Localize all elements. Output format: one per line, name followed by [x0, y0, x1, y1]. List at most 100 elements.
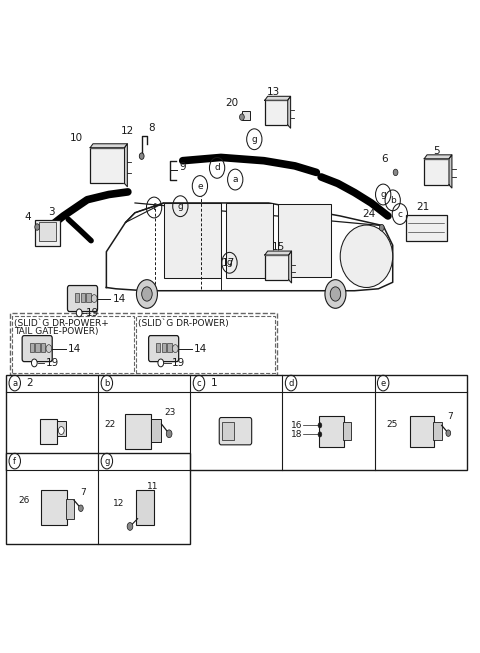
Text: 20: 20 — [226, 98, 239, 108]
Circle shape — [59, 426, 64, 434]
Circle shape — [393, 169, 398, 176]
Text: 4: 4 — [24, 212, 31, 223]
Text: d: d — [214, 163, 220, 172]
Text: 25: 25 — [386, 419, 398, 428]
FancyBboxPatch shape — [68, 285, 97, 311]
FancyBboxPatch shape — [219, 417, 252, 445]
Bar — [6, 375, 467, 470]
Text: 19: 19 — [172, 358, 185, 368]
Circle shape — [446, 430, 451, 436]
Bar — [278, 204, 331, 277]
Text: 1: 1 — [211, 378, 217, 388]
Circle shape — [240, 114, 244, 120]
FancyBboxPatch shape — [22, 336, 52, 362]
Bar — [226, 203, 274, 278]
Bar — [41, 343, 45, 352]
Bar — [30, 343, 34, 352]
Text: e: e — [381, 379, 386, 388]
Bar — [75, 293, 79, 302]
Text: 8: 8 — [148, 123, 155, 133]
Text: 14: 14 — [113, 294, 126, 304]
Polygon shape — [288, 251, 291, 283]
Bar — [265, 100, 288, 125]
Bar — [90, 148, 124, 183]
Polygon shape — [424, 155, 452, 159]
Bar — [40, 419, 57, 443]
Text: 7: 7 — [447, 412, 453, 421]
Text: a: a — [232, 175, 238, 184]
Circle shape — [78, 505, 83, 511]
Ellipse shape — [340, 225, 393, 287]
Text: g: g — [227, 259, 232, 267]
Text: 14: 14 — [68, 343, 81, 354]
Bar — [151, 419, 161, 442]
Circle shape — [76, 309, 82, 317]
Text: c: c — [197, 379, 201, 388]
Text: 7: 7 — [80, 488, 85, 497]
Text: 12: 12 — [113, 499, 124, 508]
Circle shape — [136, 279, 157, 308]
FancyBboxPatch shape — [136, 490, 155, 525]
Text: d: d — [288, 379, 294, 388]
Bar — [86, 293, 91, 302]
Circle shape — [379, 225, 384, 231]
Text: g: g — [252, 135, 257, 144]
Bar — [343, 422, 351, 440]
Bar — [81, 293, 85, 302]
Circle shape — [139, 153, 144, 159]
Text: 11: 11 — [147, 482, 158, 490]
Circle shape — [166, 430, 172, 438]
Bar — [222, 422, 234, 440]
Text: e: e — [197, 182, 203, 191]
Circle shape — [35, 224, 39, 231]
Bar — [424, 159, 449, 185]
Text: 15: 15 — [272, 242, 285, 252]
Circle shape — [32, 359, 37, 367]
Text: 9: 9 — [180, 162, 187, 172]
Text: b: b — [104, 379, 109, 388]
FancyBboxPatch shape — [409, 415, 434, 447]
Bar — [12, 316, 133, 374]
Text: (SLID`G DR-POWER+: (SLID`G DR-POWER+ — [14, 319, 108, 328]
Circle shape — [91, 295, 97, 302]
Text: (SLID`G DR-POWER): (SLID`G DR-POWER) — [138, 319, 228, 328]
Text: c: c — [397, 210, 402, 219]
Text: f: f — [13, 456, 16, 466]
Text: 17: 17 — [222, 258, 235, 268]
Bar — [265, 255, 288, 279]
Circle shape — [158, 359, 164, 367]
Bar — [66, 499, 74, 518]
Bar — [406, 215, 446, 241]
Text: 24: 24 — [362, 209, 375, 219]
Text: 26: 26 — [18, 496, 29, 505]
Bar — [38, 223, 56, 241]
Text: a: a — [12, 379, 17, 388]
Circle shape — [46, 345, 52, 353]
Text: 13: 13 — [267, 87, 280, 97]
Text: g: g — [380, 190, 386, 199]
Circle shape — [325, 279, 346, 308]
Polygon shape — [449, 155, 452, 188]
Polygon shape — [288, 97, 290, 128]
Polygon shape — [124, 144, 127, 187]
Circle shape — [318, 432, 322, 437]
Circle shape — [142, 287, 152, 301]
Text: 21: 21 — [417, 202, 430, 212]
Text: 18: 18 — [291, 430, 302, 439]
Bar — [57, 421, 66, 436]
Polygon shape — [90, 144, 127, 148]
Bar — [433, 422, 442, 440]
Text: g: g — [178, 202, 183, 211]
FancyBboxPatch shape — [41, 490, 67, 525]
Text: 6: 6 — [381, 154, 388, 164]
Text: 5: 5 — [433, 146, 440, 156]
Text: g: g — [104, 456, 109, 466]
Text: 22: 22 — [105, 419, 116, 428]
Text: 2: 2 — [27, 378, 33, 388]
Text: 16: 16 — [291, 421, 302, 430]
Text: 12: 12 — [121, 126, 134, 136]
Circle shape — [127, 522, 133, 530]
Bar — [136, 316, 276, 374]
Bar — [162, 343, 166, 352]
Bar — [242, 110, 251, 119]
